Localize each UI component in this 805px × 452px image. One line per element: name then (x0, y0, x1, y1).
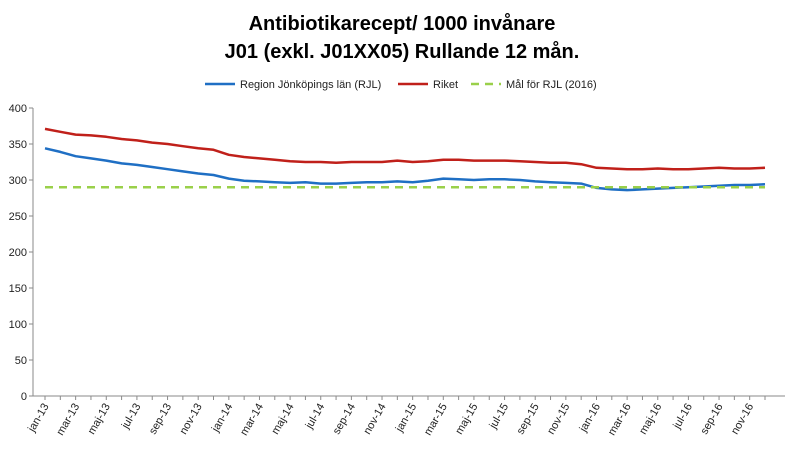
x-tick-label: jan-13 (25, 402, 51, 435)
x-tick-label: jul-15 (487, 402, 511, 432)
x-tick-label: mar-15 (422, 402, 450, 438)
chart-title-line-1: Antibiotikarecept/ 1000 invånare (249, 12, 556, 35)
x-tick-label: nov-13 (178, 402, 205, 437)
x-tick-label: maj-15 (453, 402, 480, 437)
x-tick-label: sep-14 (331, 402, 358, 437)
y-tick-label: 150 (9, 283, 27, 295)
x-tick-label: mar-13 (54, 402, 82, 438)
y-tick-label: 350 (9, 139, 27, 151)
plot-area (44, 127, 766, 192)
x-tick-label: jul-14 (303, 402, 327, 432)
x-tick-label: jul-16 (671, 402, 695, 432)
x-tick-label: nov-14 (361, 402, 388, 437)
x-tick-label: mar-14 (238, 402, 266, 438)
x-tick-label: sep-16 (698, 402, 725, 437)
x-tick-label: jan-14 (209, 402, 235, 435)
legend-label-2: Mål för RJL (2016) (506, 79, 597, 91)
y-tick-label: 100 (9, 319, 27, 331)
x-tick-label: sep-13 (147, 402, 174, 437)
x-tick-label: mar-16 (606, 402, 634, 438)
x-tick-label: nov-15 (545, 402, 572, 437)
x-tick-label: jan-16 (577, 402, 603, 435)
y-tick-label: 0 (21, 391, 27, 403)
legend-label-0: Region Jönköpings län (RJL) (240, 79, 381, 91)
x-tick-label: maj-13 (86, 402, 113, 437)
y-tick-label: 250 (9, 211, 27, 223)
x-tick-label: nov-16 (729, 402, 756, 437)
y-tick-label: 200 (9, 247, 27, 259)
legend-label-1: Riket (433, 79, 458, 91)
x-tick-label: jan-15 (393, 402, 419, 435)
series-line-0 (44, 147, 766, 192)
y-tick-label: 300 (9, 175, 27, 187)
y-tick-label: 400 (9, 103, 27, 115)
y-tick-label: 50 (15, 355, 27, 367)
x-tick-label: sep-15 (515, 402, 542, 437)
series-line-1 (44, 127, 766, 171)
chart-title-line-2: J01 (exkl. J01XX05) Rullande 12 mån. (225, 40, 580, 63)
x-tick-label: jul-13 (119, 402, 143, 432)
x-tick-label: maj-14 (269, 402, 296, 437)
legend: Region Jönköpings län (RJL) Riket Mål för … (205, 79, 597, 91)
x-tick-label: maj-16 (637, 402, 664, 437)
